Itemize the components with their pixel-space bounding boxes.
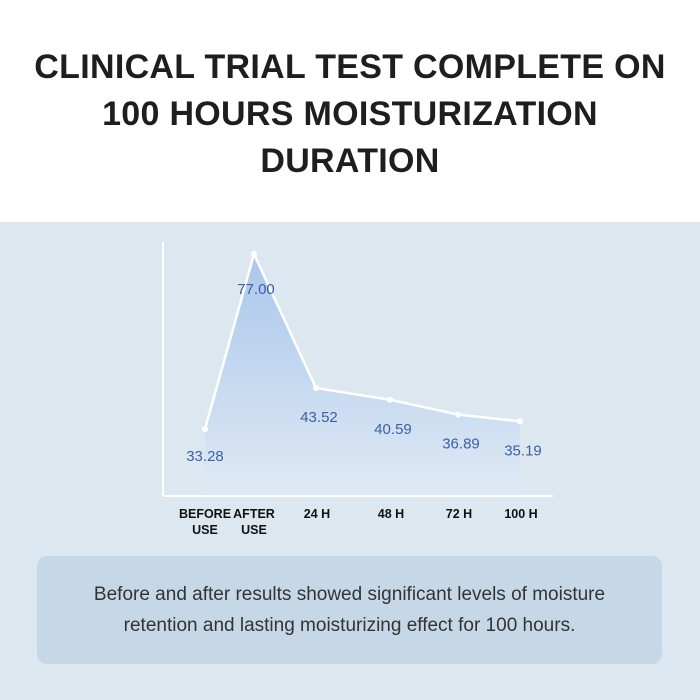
x-tick-label: USE	[192, 523, 218, 537]
title-line: DURATION	[260, 142, 440, 180]
data-point	[387, 396, 393, 403]
data-point	[455, 411, 461, 418]
data-point	[251, 251, 257, 258]
caption-line: Before and after results showed signific…	[93, 584, 606, 605]
data-label: 43.52	[300, 409, 338, 426]
data-point	[202, 426, 208, 432]
data-label: 77.00	[237, 281, 275, 298]
page-title: CLINICAL TRIAL TEST COMPLETE ON 100 HOUR…	[0, 44, 700, 185]
title-line: 100 HOURS MOISTURIZATION	[102, 95, 598, 133]
x-tick-label: BEFORE	[179, 507, 231, 521]
data-label: 40.59	[374, 421, 412, 438]
series-line	[203, 250, 521, 430]
data-label: 33.28	[186, 448, 224, 465]
data-label: 36.89	[442, 436, 480, 453]
data-label: 35.19	[504, 442, 542, 459]
data-point	[517, 418, 523, 425]
caption-box: Before and after results showed signific…	[37, 556, 662, 664]
header-band	[0, 0, 700, 222]
x-tick-label: USE	[241, 523, 267, 537]
x-tick-label: 72 H	[446, 507, 472, 521]
x-tick-label: AFTER	[233, 507, 275, 521]
area-fill	[205, 254, 520, 494]
x-tick-label: 100 H	[504, 507, 537, 521]
caption-line: retention and lasting moisturizing effec…	[123, 615, 576, 636]
x-tick-label: 24 H	[304, 507, 330, 521]
title-line: CLINICAL TRIAL TEST COMPLETE ON	[34, 48, 666, 86]
data-point	[313, 385, 319, 392]
x-tick-label: 48 H	[378, 507, 404, 521]
